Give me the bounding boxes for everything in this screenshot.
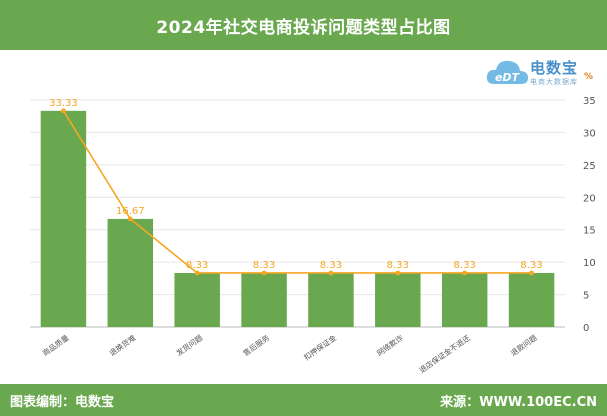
x-tick-label: 退店保证金不退还 (417, 332, 472, 375)
chart-footer: 图表编制：电数宝 来源：WWW.100EC.CN (0, 384, 607, 416)
bar (107, 218, 154, 327)
logo-mark: eDT (495, 71, 521, 84)
logo-subtitle: 电商大数据库 (530, 77, 578, 87)
x-tick-label: 售后服务 (241, 332, 272, 358)
data-label: 8.33 (253, 260, 275, 271)
chart-header: 2024年社交电商投诉问题类型占比图 (0, 0, 607, 50)
trend-line (62, 110, 532, 274)
bar (375, 272, 421, 327)
y-tick-label: 20 (583, 193, 596, 204)
line-point (261, 270, 267, 276)
bar (441, 272, 488, 327)
x-tick-label: 商品质量 (40, 332, 71, 358)
line-point (529, 270, 534, 276)
bar (241, 272, 287, 327)
y-tick-label: 30 (583, 128, 596, 139)
y-tick-label: 0 (583, 323, 589, 334)
x-tick-label: 退换货难 (107, 332, 138, 358)
logo-percent-badge: % (584, 72, 594, 82)
data-label: 8.33 (520, 260, 542, 271)
bar (508, 272, 555, 327)
bar-line-chart: 0 5 10 15 20 25 30 35 33.33 16.67 8.33 8.33 8.33 8.33… (30, 96, 596, 375)
chart-area: 0 5 10 15 20 25 30 35 33.33 16.67 8.33 8.33 8.33 8.33… (0, 90, 607, 382)
x-tick-label: 网络欺诈 (375, 332, 406, 358)
data-label: 33.33 (49, 98, 78, 109)
line-point (194, 270, 200, 276)
data-label: 8.33 (320, 260, 342, 271)
footer-source: 来源：WWW.100EC.CN (440, 395, 597, 410)
x-tick-label: 退款问题 (508, 332, 539, 358)
bar (40, 110, 87, 327)
logo-name: 电数宝 (530, 59, 579, 77)
footer-credit: 图表编制：电数宝 (10, 395, 115, 410)
cloud-icon: eDT (486, 60, 528, 84)
line-point (61, 108, 66, 114)
logo: eDT 电数宝 电商大数据库 % (486, 54, 604, 90)
y-tick-label: 10 (583, 258, 596, 269)
data-label: 16.67 (116, 206, 145, 217)
chart-title: 2024年社交电商投诉问题类型占比图 (156, 17, 451, 38)
data-label: 8.33 (454, 260, 476, 271)
logo-sub-text: 电商大数据库 (530, 78, 578, 86)
x-tick-label: 发货问题 (174, 332, 205, 358)
line-point (328, 270, 334, 276)
line-point (462, 270, 468, 276)
bar (308, 272, 354, 327)
data-label: 8.33 (186, 260, 208, 271)
y-tick-label: 25 (583, 161, 596, 172)
bar (174, 272, 220, 327)
y-tick-label: 5 (583, 291, 589, 302)
line-point (395, 270, 401, 276)
line-point (127, 216, 133, 222)
data-label: 8.33 (387, 260, 409, 271)
x-tick-label: 扣押保证金 (302, 332, 339, 362)
y-tick-label: 15 (583, 226, 596, 237)
y-tick-label: 35 (583, 96, 596, 107)
